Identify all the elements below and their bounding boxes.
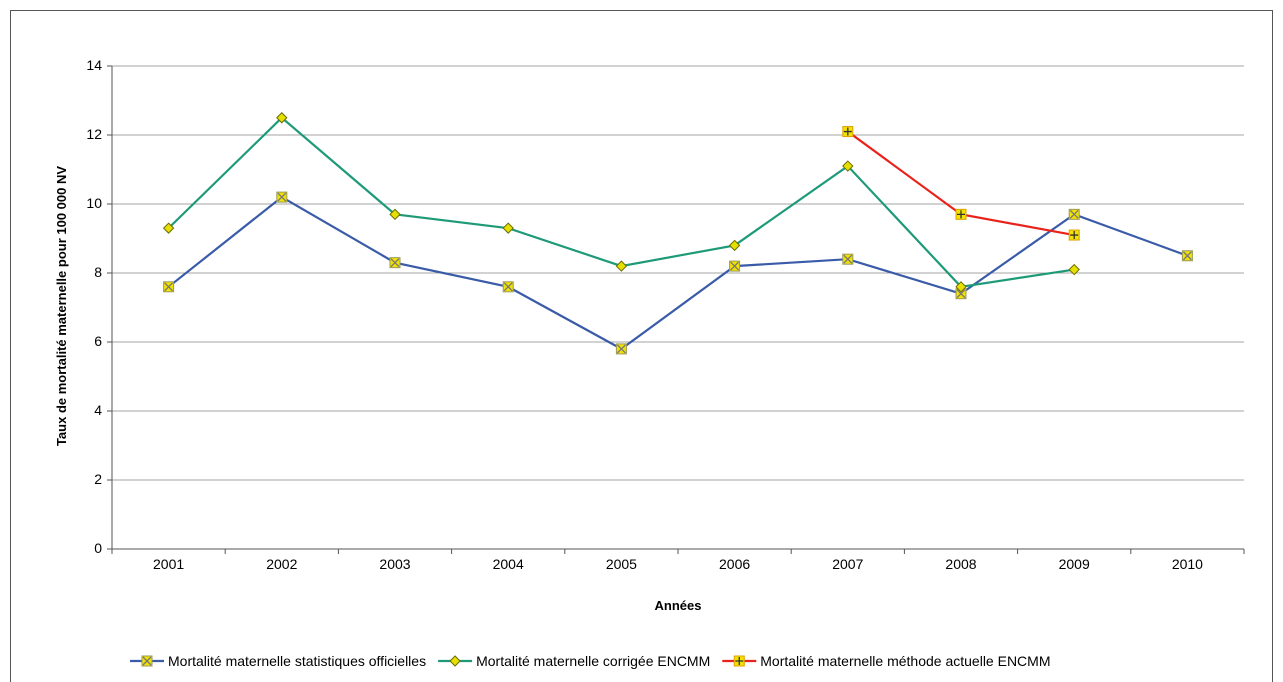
data-point [728, 239, 741, 252]
data-point [449, 655, 461, 667]
data-point [389, 208, 401, 221]
y-tick-label: 0 [94, 540, 102, 556]
data-point [615, 343, 627, 355]
series-3 [842, 126, 1080, 241]
data-point [955, 281, 967, 293]
data-point [1068, 229, 1080, 241]
legend-entry: Mortalité maternelle statistiques offici… [130, 653, 426, 669]
legend-entry: Mortalité maternelle corrigée ENCMM [438, 653, 710, 669]
x-axis-label: Années [655, 598, 702, 613]
data-point [1068, 263, 1080, 276]
y-tick-label: 12 [86, 126, 102, 142]
x-tick-label: 2001 [153, 556, 184, 572]
data-point [389, 257, 401, 269]
x-tick-label: 2009 [1059, 556, 1090, 572]
y-tick-labels: 0 2 4 6 8 10 12 14 [86, 57, 102, 556]
x-tick-label: 2008 [945, 556, 976, 572]
data-point [162, 222, 175, 234]
data-point [141, 655, 153, 667]
series-2 [162, 112, 1080, 293]
axes [107, 65, 1245, 554]
x-tick-label: 2005 [606, 556, 637, 572]
data-point [842, 126, 854, 138]
data-point [955, 208, 967, 220]
data-point [502, 222, 514, 234]
y-tick-label: 2 [94, 471, 102, 487]
x-tick-labels: 2001 2002 2003 2004 2005 2006 2007 2008 2009 2010 [153, 556, 1203, 572]
data-point [1068, 208, 1080, 220]
y-tick-label: 14 [86, 57, 102, 73]
data-point [163, 281, 175, 293]
legend-label: Mortalité maternelle statistiques offici… [168, 653, 426, 669]
series-line [167, 195, 1188, 351]
x-tick-label: 2007 [832, 556, 863, 572]
x-tick-label: 2003 [379, 556, 410, 572]
x-tick-label: 2010 [1172, 556, 1203, 572]
data-point [842, 253, 854, 265]
data-point [276, 191, 288, 203]
y-axis-label: Taux de mortalité maternelle pour 100 00… [54, 166, 69, 446]
x-tick-label: 2002 [266, 556, 297, 572]
legend: Mortalité maternelle statistiques offici… [130, 653, 1051, 669]
chart-frame [10, 10, 1273, 682]
data-point [842, 160, 854, 172]
x-tick-label: 2004 [493, 556, 524, 572]
legend-label: Mortalité maternelle corrigée ENCMM [476, 653, 710, 669]
series-1 [163, 191, 1193, 355]
y-tick-label: 6 [94, 333, 102, 349]
y-tick-label: 4 [94, 402, 102, 418]
y-tick-label: 8 [94, 264, 102, 280]
y-tick-label: 10 [86, 195, 102, 211]
data-point [729, 260, 741, 272]
legend-label: Mortalité maternelle méthode actuelle EN… [760, 653, 1050, 669]
x-tick-label: 2006 [719, 556, 750, 572]
data-point [276, 112, 288, 124]
series-group [162, 112, 1193, 355]
data-point [502, 281, 514, 293]
legend-entry: Mortalité maternelle méthode actuelle EN… [722, 653, 1051, 669]
data-point [733, 655, 745, 667]
data-point [615, 260, 628, 272]
data-point [1181, 250, 1193, 262]
